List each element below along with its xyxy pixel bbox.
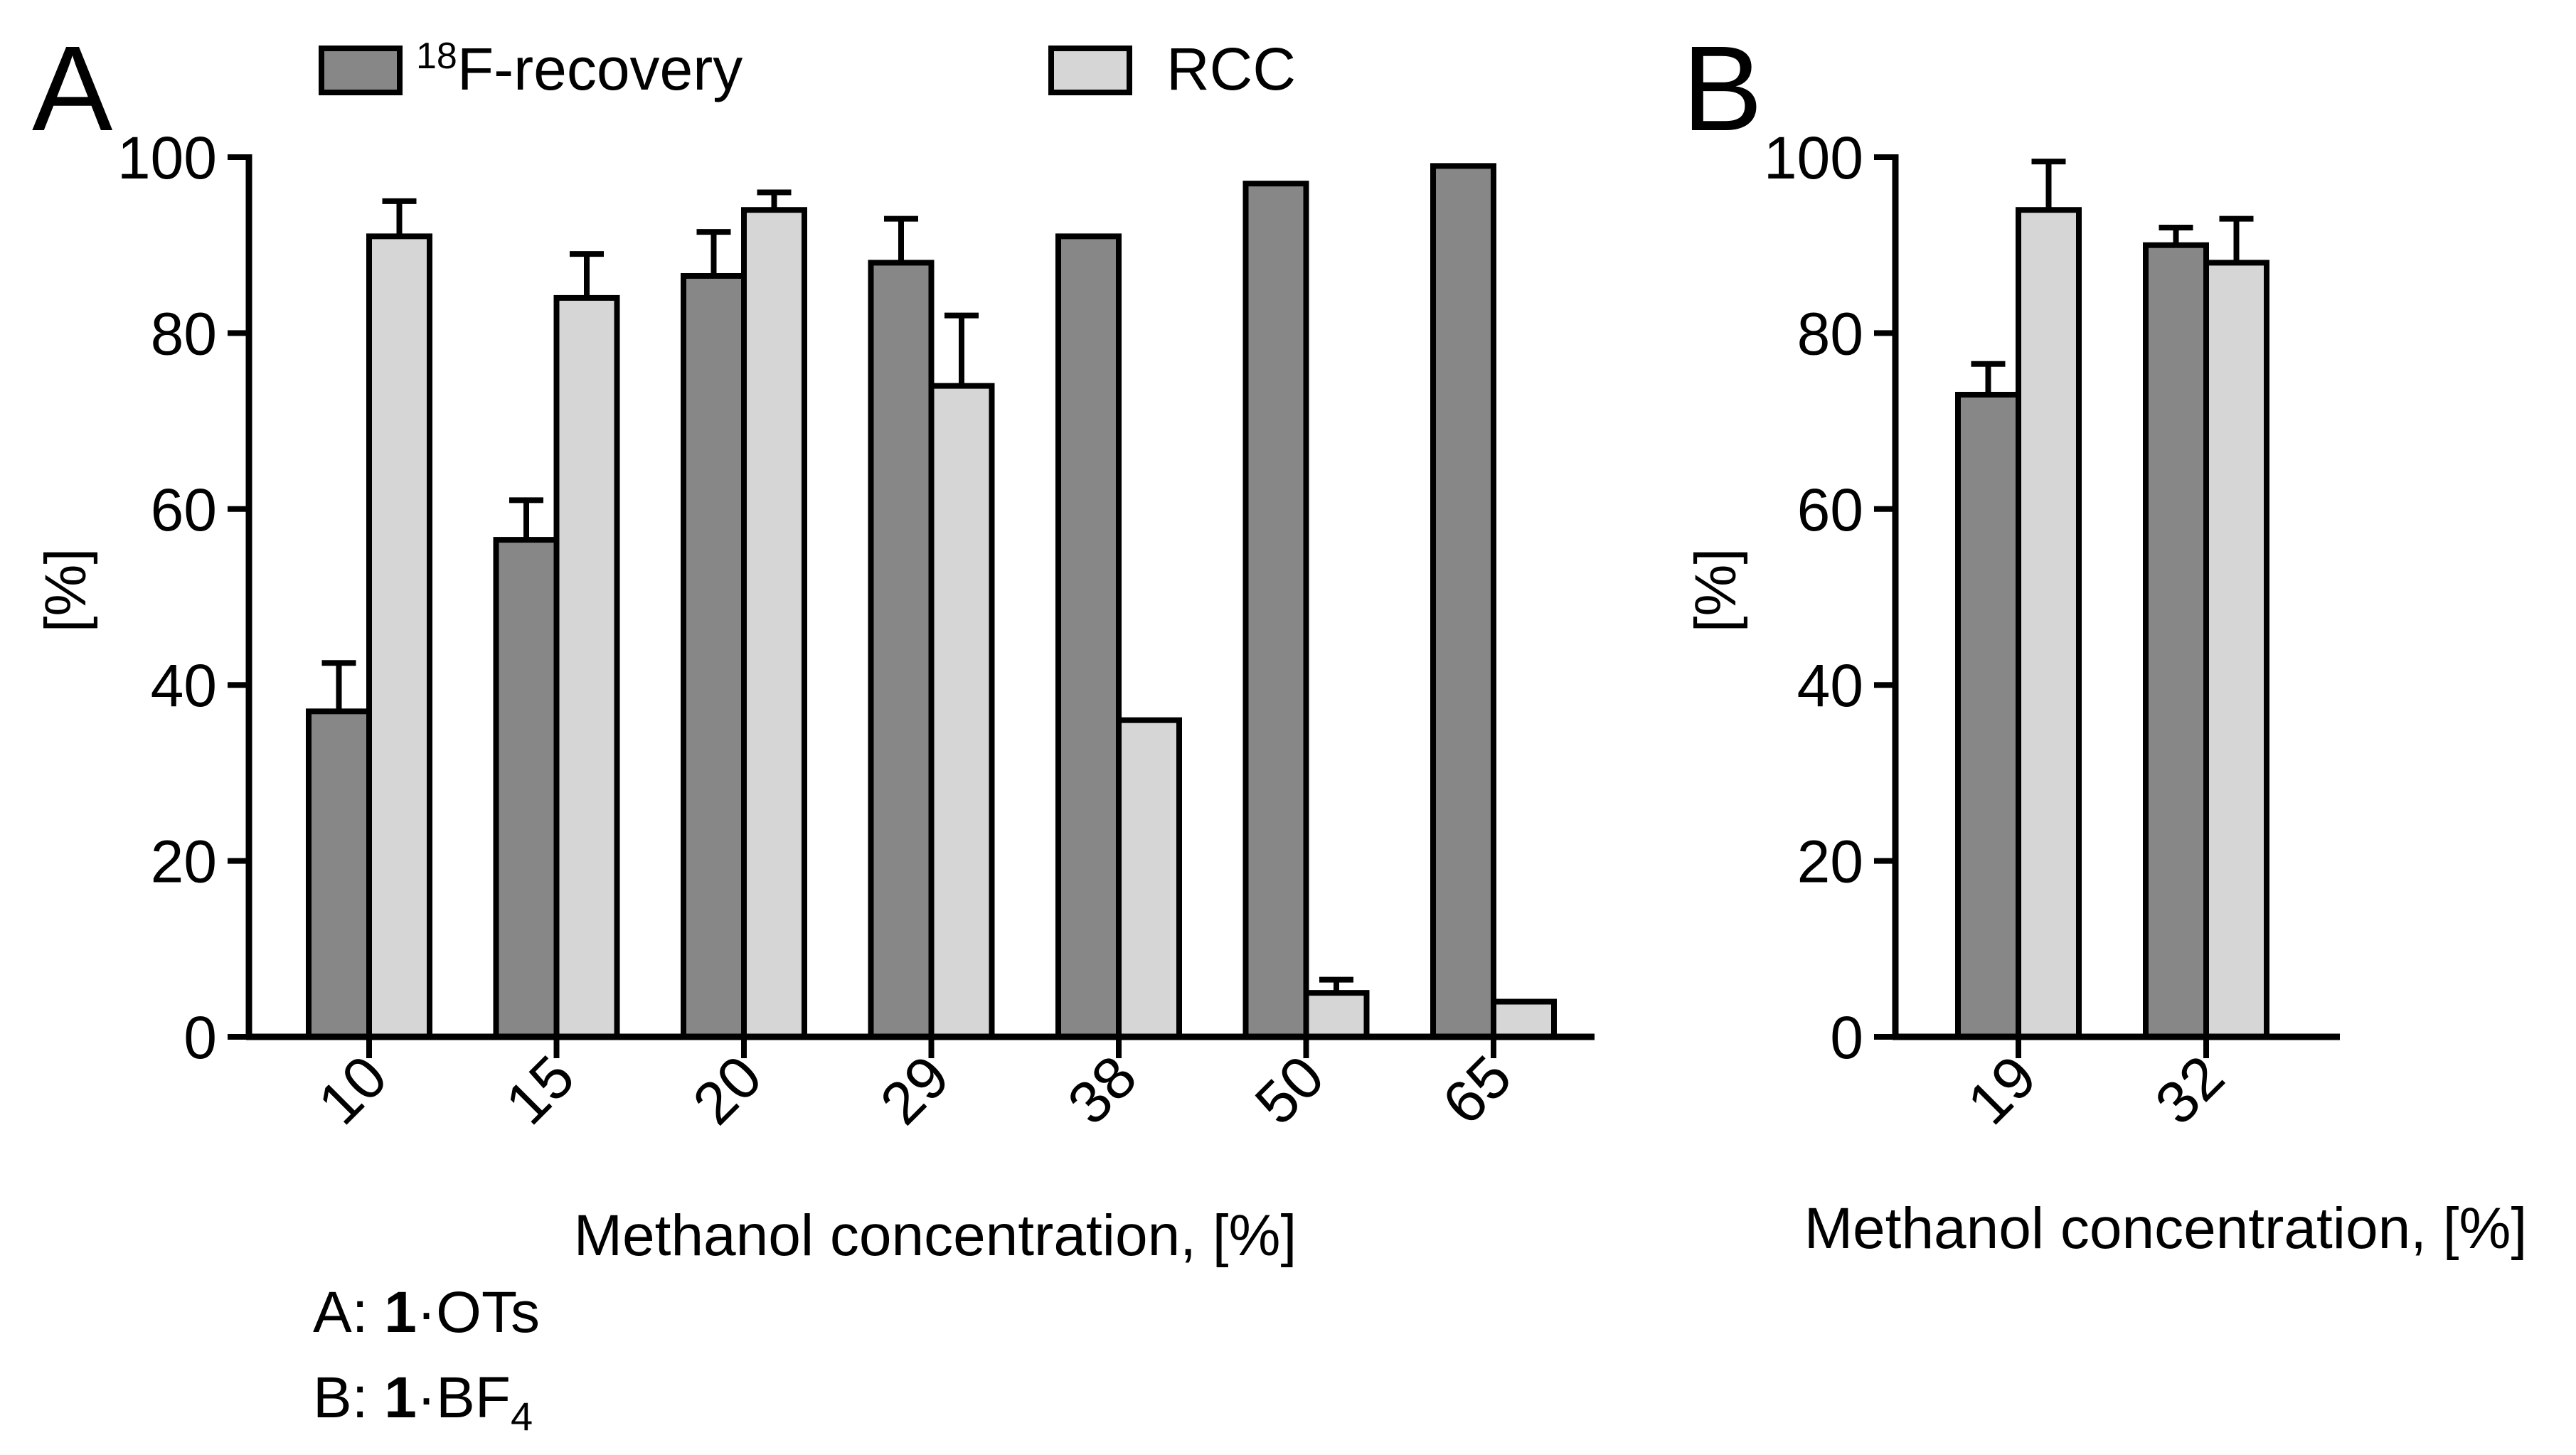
bar-b-rcc — [2203, 260, 2269, 1040]
caption-line-b: B: 1·BF4 — [313, 1369, 533, 1437]
y-tick-label-b: 80 — [1797, 300, 1863, 367]
bar-a-rcc — [366, 233, 432, 1040]
bar-a-recovery — [493, 537, 560, 1040]
legend-swatch-recovery — [319, 46, 403, 95]
bar-a-rcc — [741, 207, 807, 1040]
panel-label-a: A — [32, 21, 113, 156]
bar-a-rcc — [553, 294, 620, 1040]
x-tick-label-b: 19 — [1954, 1043, 2049, 1137]
bar-a-recovery — [681, 272, 747, 1040]
bar-b-rcc — [2016, 207, 2082, 1040]
bar-a-rcc — [1303, 990, 1370, 1040]
legend: 18F-recovery RCC — [319, 36, 1296, 102]
chart-panel-b: [%] Methanol concentration, [%] 0 20 40 60 8… — [1683, 124, 2527, 1261]
caption-b-subscript: 4 — [510, 1394, 533, 1439]
y-tick-label-a: 20 — [151, 828, 217, 895]
y-tick-label-a: 100 — [117, 124, 217, 191]
y-axis-label-a: [%] — [33, 548, 98, 632]
bar-a-recovery — [1242, 181, 1309, 1040]
legend-label-recovery: 18F-recovery — [416, 36, 743, 102]
x-tick-label-a: 20 — [680, 1043, 775, 1137]
x-axis-label-a: Methanol concentration, [%] — [574, 1203, 1297, 1268]
x-tick-label-a: 50 — [1242, 1043, 1337, 1137]
caption-line-a: A: 1·OTs — [313, 1284, 540, 1342]
caption-a-compound: 1 — [384, 1280, 417, 1345]
bar-a-recovery — [868, 260, 935, 1040]
y-tick-label-b: 40 — [1797, 652, 1863, 719]
caption-a-suffix: ·OTs — [416, 1280, 540, 1345]
x-tick-label-a: 65 — [1430, 1043, 1524, 1137]
bar-a-rcc — [1116, 717, 1182, 1040]
y-tick-label-b: 0 — [1830, 1004, 1863, 1071]
y-tick-label-a: 60 — [151, 476, 217, 543]
y-tick-label-a: 0 — [183, 1004, 217, 1071]
x-tick-label-a: 29 — [868, 1043, 962, 1137]
bar-b-recovery — [1955, 391, 2021, 1040]
caption-b-suffix: ·BF — [416, 1365, 511, 1430]
y-tick-label-b: 100 — [1764, 124, 1863, 191]
legend-swatch-rcc — [1048, 46, 1132, 95]
y-tick-label-b: 60 — [1797, 476, 1863, 543]
x-tick-label-a: 38 — [1055, 1043, 1149, 1137]
x-tick-label-a: 15 — [493, 1043, 587, 1137]
y-tick-label-a: 40 — [151, 652, 217, 719]
y-tick-label-a: 80 — [151, 300, 217, 367]
bar-a-recovery — [1430, 163, 1496, 1040]
bar-a-recovery — [306, 708, 372, 1040]
bar-b-recovery — [2143, 242, 2209, 1040]
y-tick-label-b: 20 — [1797, 828, 1863, 895]
caption-b-prefix: B: — [313, 1365, 385, 1430]
legend-label-rcc: RCC — [1166, 36, 1296, 102]
caption-b-compound: 1 — [384, 1365, 417, 1430]
caption-a-prefix: A: — [313, 1280, 385, 1345]
x-axis-label-b: Methanol concentration, [%] — [1804, 1196, 2527, 1261]
y-axis-label-b: [%] — [1683, 548, 1748, 632]
x-tick-label-a: 10 — [305, 1043, 400, 1137]
bar-a-recovery — [1055, 233, 1122, 1040]
panel-label-b: B — [1682, 21, 1762, 156]
x-tick-label-b: 32 — [2142, 1043, 2237, 1137]
bar-a-rcc — [1491, 998, 1557, 1040]
chart-panel-a: [%] Methanol concentration, [%] 0 20 40 60 8… — [33, 124, 1595, 1268]
bar-a-rcc — [928, 383, 995, 1040]
